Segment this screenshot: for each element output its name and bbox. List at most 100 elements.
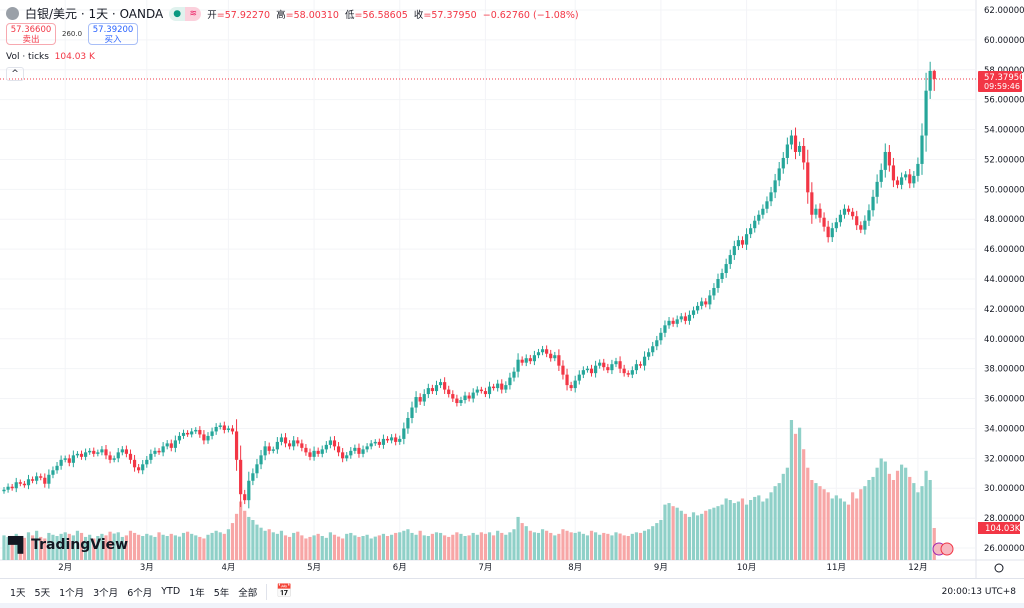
tradingview-logo[interactable]: ▀▌ TradingView	[8, 536, 129, 554]
candle-body	[879, 169, 883, 182]
volume-bar	[594, 532, 598, 560]
collapse-legend-button[interactable]: ^	[6, 67, 24, 81]
volume-bar	[700, 513, 704, 560]
range-6m[interactable]: 6个月	[127, 587, 153, 599]
volume-bar	[655, 523, 659, 560]
candle-body	[137, 467, 141, 471]
candle-body	[679, 316, 683, 320]
candle-body	[104, 449, 108, 456]
volume-bar	[802, 449, 806, 560]
range-5d[interactable]: 5天	[34, 587, 51, 599]
candle-body	[793, 135, 798, 152]
volume-bar	[353, 535, 357, 560]
candle-body	[18, 482, 22, 484]
candle-body	[100, 449, 104, 453]
volume-bar	[916, 492, 920, 560]
range-1d[interactable]: 1天	[10, 587, 26, 599]
volume-bar	[153, 536, 157, 560]
y-tick-label: 34.00000	[984, 424, 1024, 434]
candle-body	[773, 180, 777, 193]
x-tick-label: 4月	[221, 563, 235, 573]
candle-body	[475, 389, 479, 393]
volume-bar	[467, 535, 471, 560]
candle-body	[177, 435, 182, 441]
volume-bar	[895, 470, 900, 560]
volume-bar	[740, 498, 745, 560]
range-5y[interactable]: 5年	[213, 587, 230, 599]
volume-bar	[275, 533, 279, 560]
volume-bar	[549, 532, 553, 560]
buy-button[interactable]: 57.39200 买入	[88, 23, 139, 45]
candle-body	[210, 431, 214, 436]
candle-body	[345, 455, 349, 459]
volume-bar	[675, 507, 679, 560]
volume-bar	[288, 536, 292, 560]
tv-logo-icon: ▀▌	[8, 536, 29, 554]
candle-body	[838, 214, 842, 223]
volume-bar	[573, 532, 577, 560]
volume-bar	[536, 532, 541, 560]
candle-body	[92, 450, 96, 454]
candle-body	[463, 395, 467, 401]
symbol-title[interactable]: 白银/美元 · 1天 · OANDA	[25, 7, 164, 21]
range-ytd[interactable]: YTD	[161, 586, 181, 597]
volume-bar	[455, 532, 459, 560]
candle-body	[316, 450, 320, 454]
sell-button[interactable]: 57.36600 卖出	[6, 23, 56, 45]
range-1y[interactable]: 1年	[189, 587, 205, 599]
candle-body	[687, 314, 692, 321]
range-1m[interactable]: 1个月	[59, 587, 85, 599]
candle-body	[622, 368, 626, 374]
volume-bar	[924, 470, 928, 560]
volume-bar	[822, 489, 826, 560]
volume-bar	[793, 433, 798, 560]
volume-bar	[35, 530, 39, 560]
candle-body	[108, 455, 112, 460]
volume-bar	[545, 530, 549, 560]
volume-bar	[96, 536, 100, 560]
volume-bar	[394, 532, 398, 560]
candle-body	[332, 440, 337, 447]
volume-bar	[691, 512, 696, 560]
volume-bar	[324, 537, 328, 560]
clock[interactable]: 20:00:13 UTC+8	[941, 586, 1016, 597]
range-all[interactable]: 全部	[238, 587, 258, 599]
price-tag-countdown: 09:59:46	[984, 82, 1020, 91]
volume-bar	[137, 534, 141, 560]
range-3m[interactable]: 3个月	[93, 587, 119, 599]
volume-bar	[369, 538, 373, 560]
candle-body	[79, 453, 84, 457]
candle-body	[336, 446, 341, 453]
x-tick-label: 6月	[393, 563, 407, 573]
price-chart[interactable]: 62.00000 60.00000 58.00000 56.00000 54.00000…	[0, 0, 1024, 578]
volume-bar	[561, 529, 565, 560]
delayed-data-icon: ≋	[185, 6, 202, 21]
candle-body	[863, 220, 867, 230]
candle-body	[512, 371, 516, 378]
candle-body	[589, 368, 594, 374]
volume-bar	[202, 538, 206, 560]
y-tick-label: 42.00000	[984, 305, 1024, 315]
candle-body	[6, 486, 10, 490]
x-tick-label: 8月	[568, 563, 582, 573]
candle-body	[198, 429, 202, 435]
volume-bar	[475, 534, 479, 560]
candle-body	[165, 443, 169, 447]
date-range-icon[interactable]: 📅	[276, 584, 293, 599]
volume-bar	[243, 510, 247, 560]
candle-body	[324, 444, 328, 450]
volume-bar	[904, 467, 908, 560]
candle-body	[618, 361, 622, 369]
candle-body	[671, 320, 675, 324]
candle-body	[700, 301, 704, 306]
candle-body	[422, 394, 426, 402]
market-status-pill[interactable]: ● ≋	[169, 6, 202, 21]
candle-body	[528, 358, 532, 362]
volume-legend[interactable]: Vol · ticks 104.03 K	[6, 52, 95, 62]
volume-bar	[410, 532, 414, 560]
candle-body	[557, 355, 561, 366]
candle-body	[610, 364, 614, 371]
candle-body	[789, 135, 794, 145]
volume-bar	[508, 532, 512, 560]
candle-body	[536, 352, 541, 356]
